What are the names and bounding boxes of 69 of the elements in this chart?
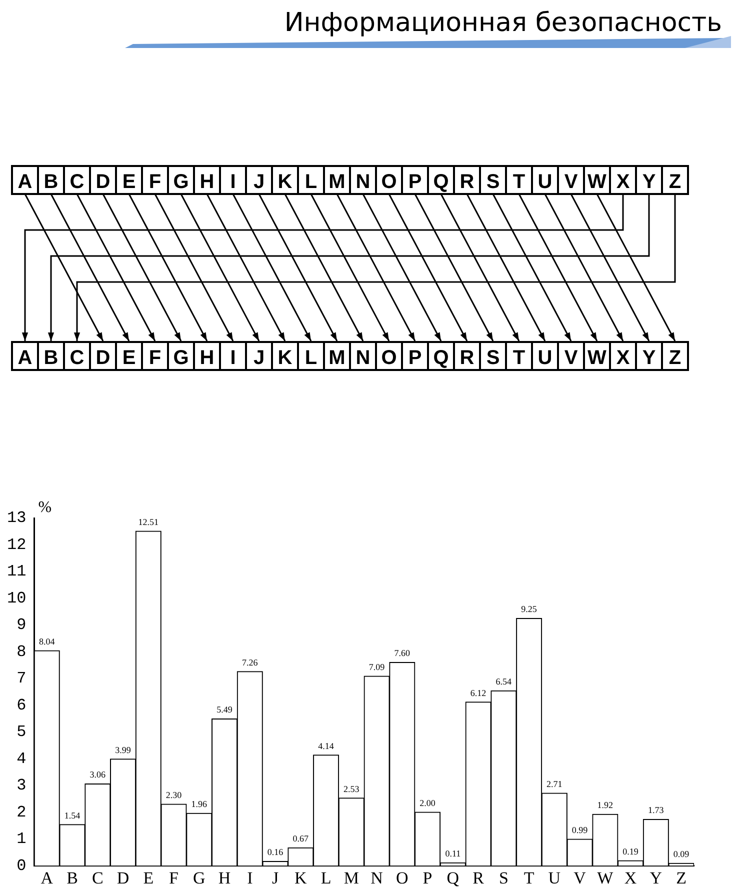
data-label: 4.14 [318,740,334,751]
x-tick-label: U [548,868,561,888]
data-label: 2.71 [546,779,562,789]
data-label: 0.67 [292,834,310,844]
y-tick-label: 9 [16,616,26,634]
y-tick-label: 6 [16,696,26,714]
x-tick-label: C [92,868,104,888]
data-label: 0.11 [445,848,461,859]
x-tick-label: I [247,868,254,888]
y-tick-label: 5 [16,723,26,742]
y-tick-label: 11 [7,562,26,581]
y-tick-label: 13 [7,509,26,528]
data-label: 2.30 [166,790,182,800]
data-label: 7.09 [368,662,386,672]
data-label: 6.12 [470,688,486,698]
x-tick-label: F [169,868,179,888]
x-tick-label: H [218,868,231,888]
data-label: 3.99 [115,744,132,755]
x-tick-label: Q [446,868,460,888]
x-tick-label: Z [676,868,687,888]
x-tick-label: K [294,868,308,888]
data-label: 12.51 [138,516,159,527]
x-tick-label: O [396,868,408,888]
data-label: 7.26 [242,657,258,668]
data-label: 0.09 [673,849,690,860]
y-tick-label: 3 [16,776,26,795]
cipher-diagram: A B C D E F G H I J K L M N O P Q R S T U V W X Y Z A B C D E F G H I J K L M N O P Q R S T U V W X Y Z [0,160,744,380]
x-tick-label: A [40,868,54,888]
data-label: 1.54 [64,810,81,820]
x-tick-label: N [370,868,383,888]
x-tick-label: P [422,868,432,888]
data-label: 9.25 [521,604,538,614]
y-tick-label: 1 [16,830,26,848]
y-tick-label: 4 [16,750,26,768]
data-label: 0.19 [622,846,639,856]
x-tick-label: R [472,868,485,888]
x-tick-label: J [272,868,279,888]
y-tick-label: 8 [16,642,26,661]
x-tick-label: X [624,868,637,888]
x-tick-label: T [524,868,535,888]
x-tick-label: B [66,868,78,888]
x-tick-label: W [597,868,614,888]
data-label: 0.16 [267,847,284,858]
y-tick-label: 10 [7,589,26,608]
x-tick-label: L [320,868,332,888]
x-tick-label: V [574,868,587,888]
y-tick-label: 12 [7,536,26,554]
y-axis-title: % [38,499,52,516]
data-label: 7.60 [394,648,411,658]
x-tick-label: S [498,868,508,888]
data-label: 2.53 [344,784,360,794]
x-tick-label: Y [650,868,662,888]
data-label: 1.92 [597,800,614,810]
x-tick-label: D [116,868,130,888]
data-label: 1.73 [648,805,664,816]
y-tick-label: 7 [16,670,26,688]
data-label: 0.99 [572,824,588,835]
data-label: 3.06 [90,770,106,780]
x-tick-label: M [344,868,359,888]
data-label: 1.96 [191,799,208,810]
data-label: 5.49 [216,704,233,715]
data-label: 8.04 [39,636,56,646]
x-tick-label: G [193,868,206,888]
data-label: 6.54 [496,676,512,687]
y-tick-label: 0 [16,856,26,875]
chart-title: Информационная безопасность [284,8,722,38]
x-tick-label: E [143,868,154,888]
data-label: 2.00 [420,798,436,808]
y-tick-label: 2 [16,803,26,822]
